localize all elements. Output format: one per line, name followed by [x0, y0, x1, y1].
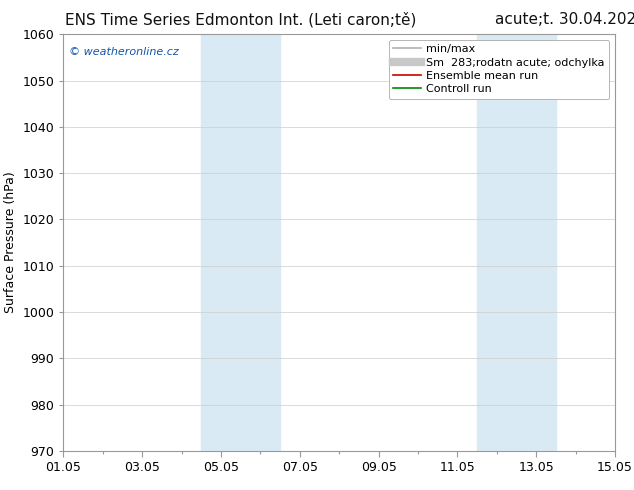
Y-axis label: Surface Pressure (hPa): Surface Pressure (hPa)	[4, 172, 17, 314]
Text: acute;t. 30.04.2024 07 UTC: acute;t. 30.04.2024 07 UTC	[495, 12, 634, 27]
Bar	[477, 34, 556, 451]
Text: © weatheronline.cz: © weatheronline.cz	[69, 47, 179, 57]
Legend: min/max, Sm  283;rodatn acute; odchylka, Ensemble mean run, Controll run: min/max, Sm 283;rodatn acute; odchylka, …	[389, 40, 609, 99]
Text: ENS Time Series Edmonton Int. (Leti caron;tě): ENS Time Series Edmonton Int. (Leti caro…	[65, 12, 417, 28]
Bar	[202, 34, 280, 451]
